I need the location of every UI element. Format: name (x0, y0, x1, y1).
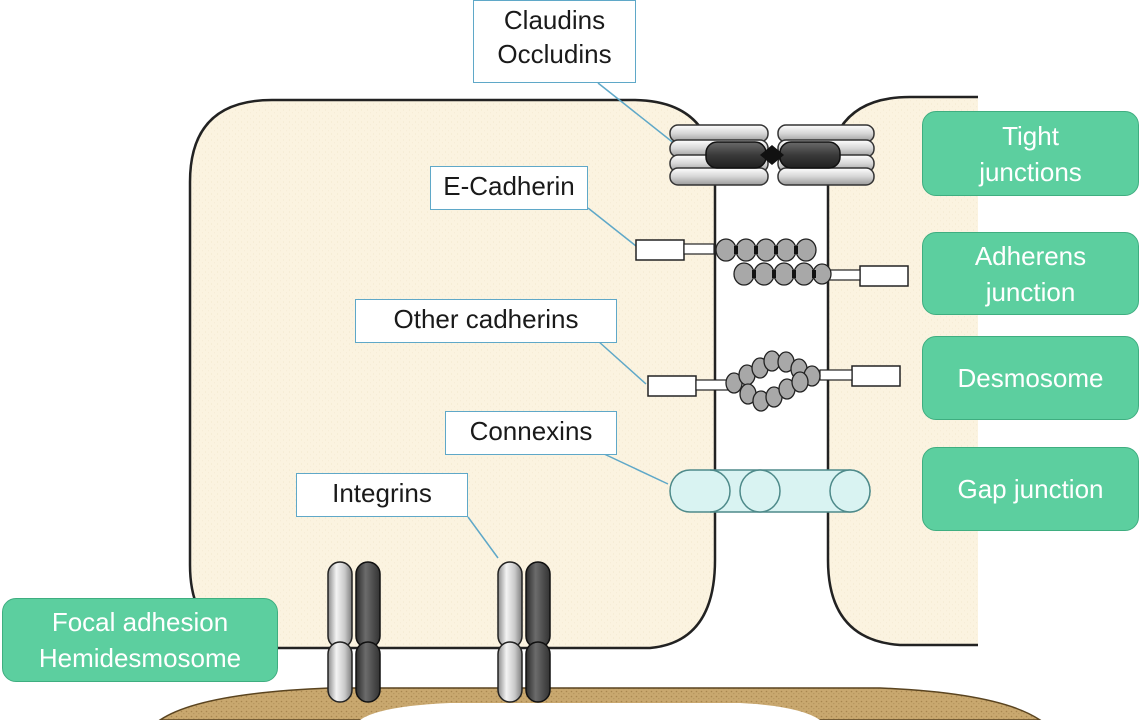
adherens-junction-box: Adherens junction (922, 232, 1139, 315)
integrin-left (327, 561, 381, 703)
desmosome-cadherins (647, 350, 901, 412)
connexins-label: Connexins (445, 411, 617, 455)
gap-junction-box: Gap junction (922, 447, 1139, 531)
integrin-right (497, 561, 551, 703)
leader-lines (467, 82, 681, 559)
desmosome-box: Desmosome (922, 336, 1139, 420)
other-cadherins-label: Other cadherins (355, 299, 617, 343)
basement-membrane-inner (360, 703, 820, 720)
e-cadherin-proteins (635, 238, 909, 287)
e-cadherin-label: E-Cadherin (430, 166, 588, 210)
gap-junction-connexons (669, 469, 871, 513)
integrins-label: Integrins (296, 473, 468, 517)
tight-junction-proteins (669, 124, 875, 186)
focal-adhesion-box: Focal adhesion Hemidesmosome (2, 598, 278, 682)
claudins-occludins-label: Claudins Occludins (473, 0, 636, 83)
tight-junctions-box: Tight junctions (922, 111, 1139, 196)
